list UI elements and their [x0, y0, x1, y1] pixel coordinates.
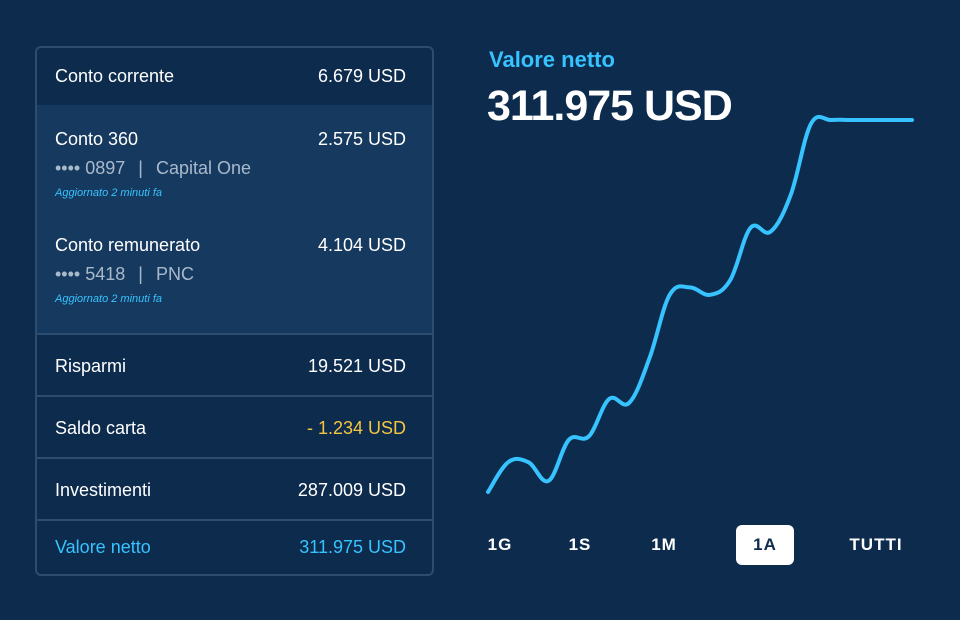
divider [37, 333, 432, 335]
details-separator: | [138, 264, 143, 284]
net-worth-value: 311.975 USD [487, 82, 733, 130]
net-worth-chart [486, 114, 914, 494]
account-amount: 287.009 USD [297, 479, 406, 500]
account-row-net-worth: Valore netto 311.975 USD [37, 521, 432, 574]
account-amount-negative: - 1.234 USD [306, 417, 406, 438]
account-row-investments[interactable]: Investimenti 287.009 USD [37, 459, 432, 521]
account-label: Investimenti [55, 479, 152, 500]
divider [37, 395, 432, 397]
range-button-1m[interactable]: 1M [651, 535, 677, 554]
range-button-1g[interactable]: 1G [487, 535, 513, 554]
account-row-card-balance[interactable]: Saldo carta - 1.234 USD [37, 397, 432, 459]
account-label: Saldo carta [55, 417, 147, 438]
bank-name: PNC [155, 264, 194, 284]
time-range-selector: 1G 1S 1M 1A TUTTI [470, 525, 940, 565]
checking-subaccounts: Conto 360 2.575 USD •••• 0897 | Capital … [37, 105, 432, 333]
accounts-panel: Conto corrente 6.679 USD Conto 360 2.575… [35, 46, 434, 576]
subaccount-details: •••• 0897 | Capital One [55, 158, 406, 179]
subaccount-label: Conto 360 [55, 129, 139, 149]
masked-account-number: •••• 0897 [55, 158, 126, 178]
range-button-tutti[interactable]: TUTTI [849, 535, 903, 554]
account-row-savings[interactable]: Risparmi 19.521 USD [37, 335, 432, 397]
subaccount-amount: 4.104 USD [317, 235, 406, 255]
range-button-1a[interactable]: 1A [736, 525, 794, 565]
divider [37, 519, 432, 521]
divider [37, 457, 432, 459]
account-label: Risparmi [55, 355, 127, 376]
net-worth-title: Valore netto [489, 47, 615, 72]
updated-status: Aggiornato 2 minuti fa [55, 293, 163, 305]
subaccount-details: •••• 5418 | PNC [55, 264, 406, 285]
bank-name: Capital One [155, 158, 252, 178]
updated-status: Aggiornato 2 minuti fa [55, 187, 163, 199]
subaccount-conto-remunerato[interactable]: Conto remunerato 4.104 USD •••• 5418 | P… [37, 235, 432, 305]
net-worth-line [486, 114, 914, 494]
range-button-1s[interactable]: 1S [568, 535, 592, 554]
net-worth-amount: 311.975 USD [299, 537, 406, 557]
subaccount-amount: 2.575 USD [317, 129, 406, 149]
account-amount: 19.521 USD [307, 355, 406, 376]
net-worth-label: Valore netto [55, 537, 151, 557]
subaccount-conto-360[interactable]: Conto 360 2.575 USD •••• 0897 | Capital … [37, 129, 432, 199]
masked-account-number: •••• 5418 [55, 264, 126, 284]
details-separator: | [138, 158, 143, 178]
subaccount-label: Conto remunerato [55, 235, 201, 255]
account-amount: 6.679 USD [317, 66, 406, 86]
account-label: Conto corrente [55, 66, 175, 86]
account-row-checking[interactable]: Conto corrente 6.679 USD [37, 48, 432, 105]
